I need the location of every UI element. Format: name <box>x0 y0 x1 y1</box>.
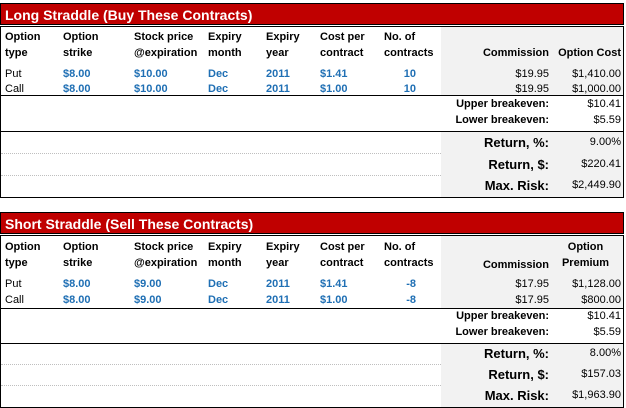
short-call-stock[interactable]: $9.00 <box>134 294 162 306</box>
short-return-pct-label: Return, %: <box>484 346 549 361</box>
long-put-cost[interactable]: $1.41 <box>320 68 348 80</box>
long-call-strike[interactable]: $8.00 <box>63 83 91 95</box>
long-header-month: Expiry month <box>208 31 242 59</box>
long-put-option-cost: $1,410.00 <box>572 68 621 80</box>
long-summary-frame <box>0 131 624 198</box>
long-header-year: Expiry year <box>266 31 300 59</box>
short-call-month[interactable]: Dec <box>208 294 229 306</box>
short-put-option-premium: $1,128.00 <box>572 278 621 290</box>
short-lower-breakeven-value: $5.59 <box>593 326 621 338</box>
long-call-contracts[interactable]: 10 <box>403 83 416 95</box>
long-header-contracts: No. of contracts <box>384 31 434 59</box>
long-call-month[interactable]: Dec <box>208 83 229 95</box>
long-lower-breakeven-value: $5.59 <box>593 114 621 126</box>
short-header-year: Expiry year <box>266 241 300 269</box>
short-header-stock: Stock price @expiration <box>134 241 198 269</box>
short-max-risk-label: Max. Risk: <box>484 388 549 403</box>
long-gray-header-bg <box>441 26 623 96</box>
short-upper-breakeven-label: Upper breakeven: <box>456 310 549 322</box>
short-header-commission: Commission <box>482 259 549 271</box>
long-return-usd-value: $220.41 <box>581 158 621 170</box>
long-call-commission: $19.95 <box>515 83 549 95</box>
long-put-strike[interactable]: $8.00 <box>63 68 91 80</box>
long-header-stock: Stock price @expiration <box>134 31 198 59</box>
long-header-option-cost: Option Cost <box>558 47 621 59</box>
short-header-contracts: No. of contracts <box>384 241 434 269</box>
long-max-risk-label: Max. Risk: <box>484 178 549 193</box>
short-dotted-divider-1 <box>1 364 441 365</box>
short-call-option-premium: $800.00 <box>581 294 621 306</box>
long-call-cost[interactable]: $1.00 <box>320 83 348 95</box>
short-call-commission: $17.95 <box>515 294 549 306</box>
long-upper-breakeven-label: Upper breakeven: <box>456 98 549 110</box>
long-gray-summary-bg <box>441 131 623 197</box>
short-return-usd-value: $157.03 <box>581 368 621 380</box>
long-return-pct-value: 9.00% <box>589 136 621 148</box>
long-dotted-divider-2 <box>1 175 441 176</box>
long-upper-breakeven-value: $10.41 <box>587 98 621 110</box>
long-return-usd-label: Return, $: <box>488 157 549 172</box>
long-dotted-divider-1 <box>1 153 441 154</box>
short-call-type: Call <box>5 294 24 306</box>
short-call-strike[interactable]: $8.00 <box>63 294 91 306</box>
short-put-contracts[interactable]: -8 <box>406 278 416 290</box>
long-call-option-cost: $1,000.00 <box>572 83 621 95</box>
short-call-year[interactable]: 2011 <box>266 294 290 306</box>
long-put-year[interactable]: 2011 <box>266 68 290 80</box>
short-header-option-premium: Option Premium <box>561 241 610 269</box>
long-put-month[interactable]: Dec <box>208 68 229 80</box>
short-dotted-divider-2 <box>1 385 441 386</box>
long-straddle-title: Long Straddle (Buy These Contracts) <box>0 3 624 25</box>
short-header-strike: Option strike <box>63 241 99 269</box>
long-call-type: Call <box>5 83 24 95</box>
long-return-pct-label: Return, %: <box>484 135 549 150</box>
long-put-stock[interactable]: $10.00 <box>134 68 168 80</box>
short-header-type: Option type <box>5 241 41 269</box>
short-put-cost[interactable]: $1.41 <box>320 278 348 290</box>
long-put-type: Put <box>5 68 22 80</box>
short-put-stock[interactable]: $9.00 <box>134 278 162 290</box>
long-header-strike: Option strike <box>63 31 99 59</box>
long-put-contracts[interactable]: 10 <box>403 68 416 80</box>
short-put-commission: $17.95 <box>515 278 549 290</box>
long-header-cost: Cost per contract <box>320 31 365 59</box>
short-header-cost: Cost per contract <box>320 241 365 269</box>
long-call-stock[interactable]: $10.00 <box>134 83 168 95</box>
short-max-risk-value: $1,963.90 <box>572 389 621 401</box>
short-put-month[interactable]: Dec <box>208 278 229 290</box>
long-max-risk-value: $2,449.90 <box>572 179 621 191</box>
long-call-year[interactable]: 2011 <box>266 83 290 95</box>
short-put-type: Put <box>5 278 22 290</box>
short-return-pct-value: 8.00% <box>589 347 621 359</box>
short-header-month: Expiry month <box>208 241 242 269</box>
long-put-commission: $19.95 <box>515 68 549 80</box>
short-gray-header-bg <box>441 235 623 309</box>
short-straddle-title: Short Straddle (Sell These Contracts) <box>0 212 624 234</box>
short-put-year[interactable]: 2011 <box>266 278 290 290</box>
short-upper-breakeven-value: $10.41 <box>587 310 621 322</box>
short-call-contracts[interactable]: -8 <box>406 294 416 306</box>
short-put-strike[interactable]: $8.00 <box>63 278 91 290</box>
long-lower-breakeven-label: Lower breakeven: <box>455 114 549 126</box>
short-return-usd-label: Return, $: <box>488 367 549 382</box>
short-lower-breakeven-label: Lower breakeven: <box>455 326 549 338</box>
short-call-cost[interactable]: $1.00 <box>320 294 348 306</box>
short-gray-summary-bg <box>441 343 623 408</box>
long-header-commission: Commission <box>482 47 549 59</box>
long-header-type: Option type <box>5 31 41 59</box>
